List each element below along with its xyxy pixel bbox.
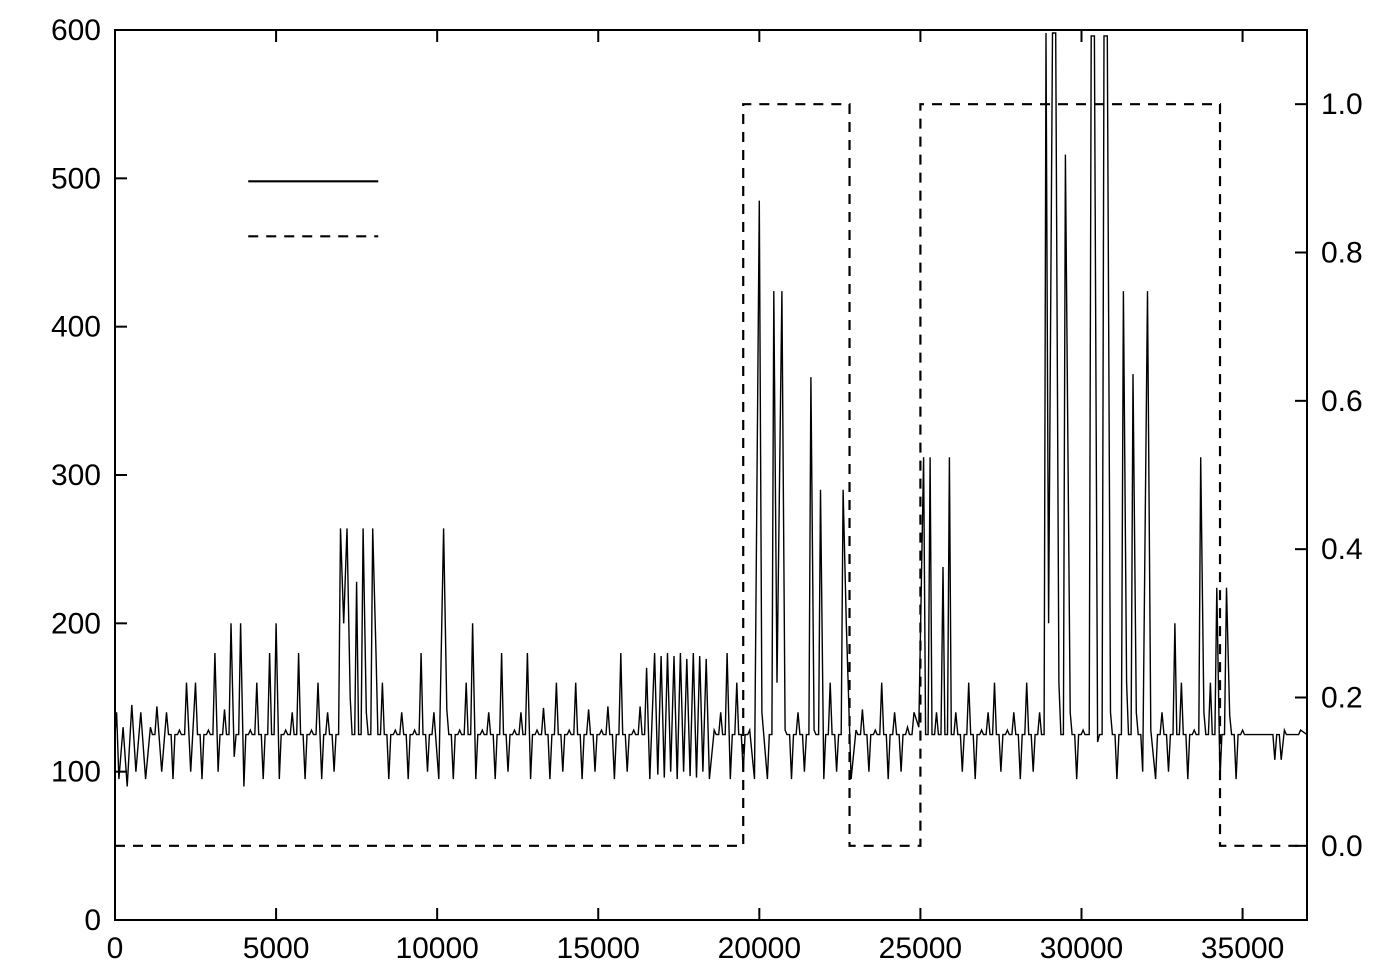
x-tick-label: 35000 (1201, 932, 1284, 965)
x-tick-label: 25000 (879, 932, 962, 965)
y-left-tick-label: 600 (51, 14, 101, 47)
chart-container: 0 5000 10000 15000 20000 25000 30000 35000 0 100 2… (0, 0, 1400, 978)
y-right-tick-label: 0.8 (1321, 237, 1363, 270)
y-right-tick-label: 1.0 (1321, 88, 1363, 121)
y-left-tick-label: 300 (51, 459, 101, 492)
x-tick-label: 10000 (395, 932, 478, 965)
x-tick-label: 20000 (718, 932, 801, 965)
y-left-tick-label: 100 (51, 756, 101, 789)
y-right-tick-label: 0.0 (1321, 830, 1363, 863)
y-right-tick-label: 0.2 (1321, 682, 1363, 715)
x-tick-label: 15000 (557, 932, 640, 965)
y-left-tick-label: 200 (51, 607, 101, 640)
x-tick-label: 30000 (1040, 932, 1123, 965)
y-left-tick-label: 0 (84, 904, 101, 937)
y-left-tick-label: 400 (51, 311, 101, 344)
y-right-tick-label: 0.4 (1321, 533, 1363, 566)
x-tick-label: 5000 (243, 932, 310, 965)
y-right-tick-label: 0.6 (1321, 385, 1363, 418)
y-left-tick-label: 500 (51, 162, 101, 195)
x-tick-label: 0 (107, 932, 124, 965)
chart-svg: 0 5000 10000 15000 20000 25000 30000 35000 0 100 2… (0, 0, 1400, 978)
